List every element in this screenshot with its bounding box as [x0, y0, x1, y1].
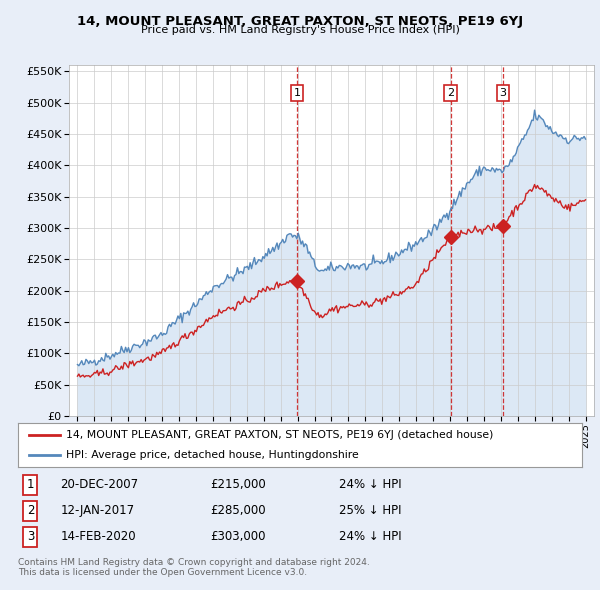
Text: Contains HM Land Registry data © Crown copyright and database right 2024.: Contains HM Land Registry data © Crown c…	[18, 558, 370, 566]
Text: £215,000: £215,000	[210, 478, 266, 491]
Text: 14, MOUNT PLEASANT, GREAT PAXTON, ST NEOTS, PE19 6YJ (detached house): 14, MOUNT PLEASANT, GREAT PAXTON, ST NEO…	[66, 430, 493, 440]
Text: Price paid vs. HM Land Registry's House Price Index (HPI): Price paid vs. HM Land Registry's House …	[140, 25, 460, 35]
Text: This data is licensed under the Open Government Licence v3.0.: This data is licensed under the Open Gov…	[18, 568, 307, 576]
Text: 2: 2	[26, 504, 34, 517]
Text: 14, MOUNT PLEASANT, GREAT PAXTON, ST NEOTS, PE19 6YJ: 14, MOUNT PLEASANT, GREAT PAXTON, ST NEO…	[77, 15, 523, 28]
Text: £285,000: £285,000	[210, 504, 265, 517]
Text: 3: 3	[27, 530, 34, 543]
Text: 25% ↓ HPI: 25% ↓ HPI	[340, 504, 402, 517]
Text: 24% ↓ HPI: 24% ↓ HPI	[340, 478, 402, 491]
Text: £303,000: £303,000	[210, 530, 265, 543]
Text: 1: 1	[293, 88, 301, 98]
Text: 24% ↓ HPI: 24% ↓ HPI	[340, 530, 402, 543]
Text: 3: 3	[499, 88, 506, 98]
Text: 20-DEC-2007: 20-DEC-2007	[60, 478, 139, 491]
Text: 2: 2	[447, 88, 454, 98]
Text: HPI: Average price, detached house, Huntingdonshire: HPI: Average price, detached house, Hunt…	[66, 450, 359, 460]
Text: 1: 1	[26, 478, 34, 491]
Text: 12-JAN-2017: 12-JAN-2017	[60, 504, 134, 517]
Text: 14-FEB-2020: 14-FEB-2020	[60, 530, 136, 543]
